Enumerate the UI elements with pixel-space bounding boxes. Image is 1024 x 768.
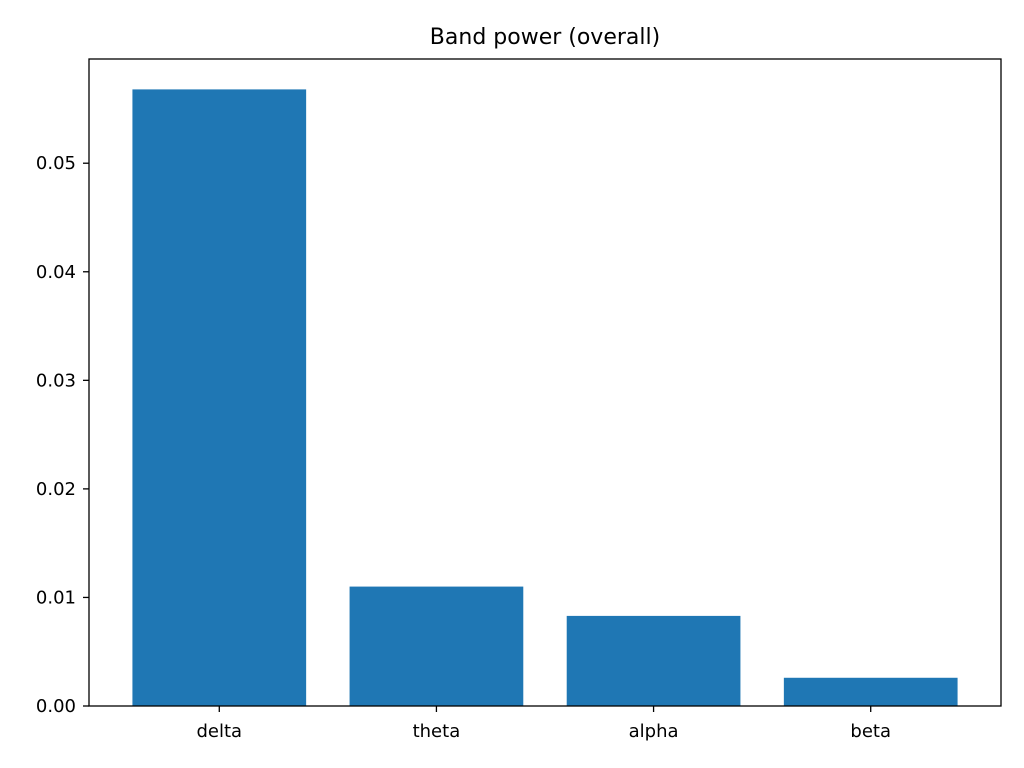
bar-alpha	[566, 615, 741, 706]
bar-delta	[132, 89, 307, 706]
y-tick-label: 0.01	[36, 587, 76, 608]
y-tick-label: 0.05	[36, 153, 76, 174]
x-tick-label: theta	[413, 721, 461, 742]
chart-title: Band power (overall)	[430, 25, 660, 50]
x-axis: delta theta alpha beta	[196, 706, 891, 742]
y-tick-label: 0.00	[36, 696, 76, 717]
y-tick-label: 0.04	[36, 262, 76, 283]
x-tick-label: alpha	[629, 721, 679, 742]
x-tick-label: delta	[196, 721, 242, 742]
y-tick-label: 0.03	[36, 370, 76, 391]
plot-frame	[88, 58, 1002, 707]
x-tick-label: beta	[850, 721, 891, 742]
bar-theta	[349, 586, 524, 706]
bar-beta	[783, 677, 958, 706]
bars-group	[132, 89, 958, 706]
y-axis: 0.00 0.01 0.02 0.03 0.04 0.05	[36, 153, 89, 717]
y-tick-label: 0.02	[36, 479, 76, 500]
